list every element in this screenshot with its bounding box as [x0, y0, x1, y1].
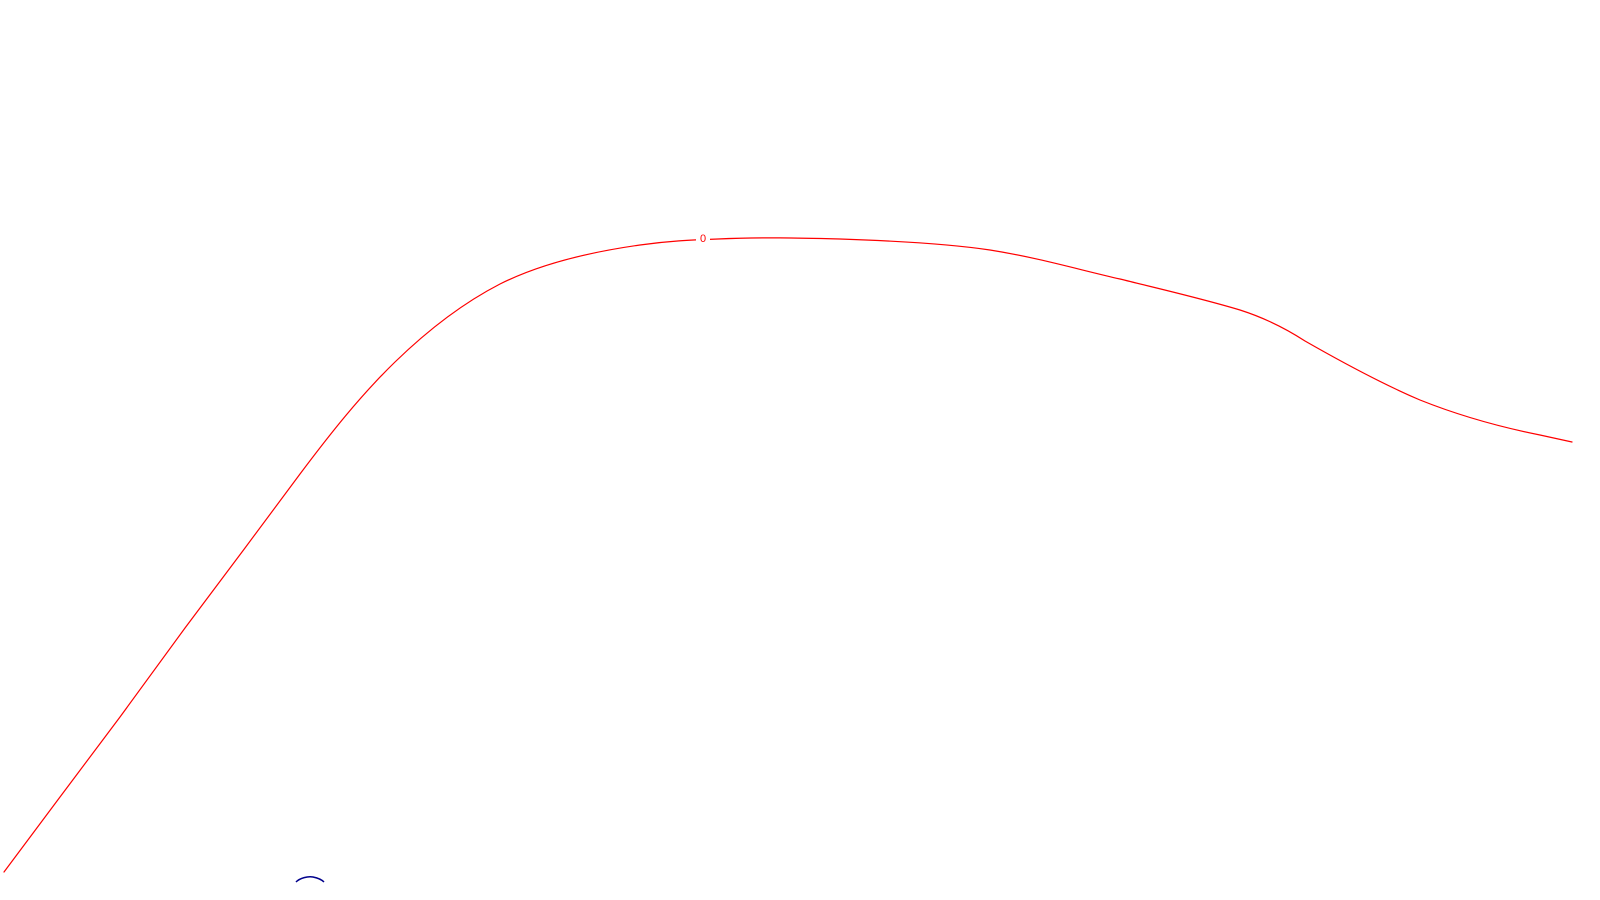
contour-label: 0: [700, 233, 706, 245]
contour-line: [3, 237, 1573, 873]
secondary-contour-fragment: [295, 876, 325, 883]
contour-label-mask: [696, 232, 710, 245]
